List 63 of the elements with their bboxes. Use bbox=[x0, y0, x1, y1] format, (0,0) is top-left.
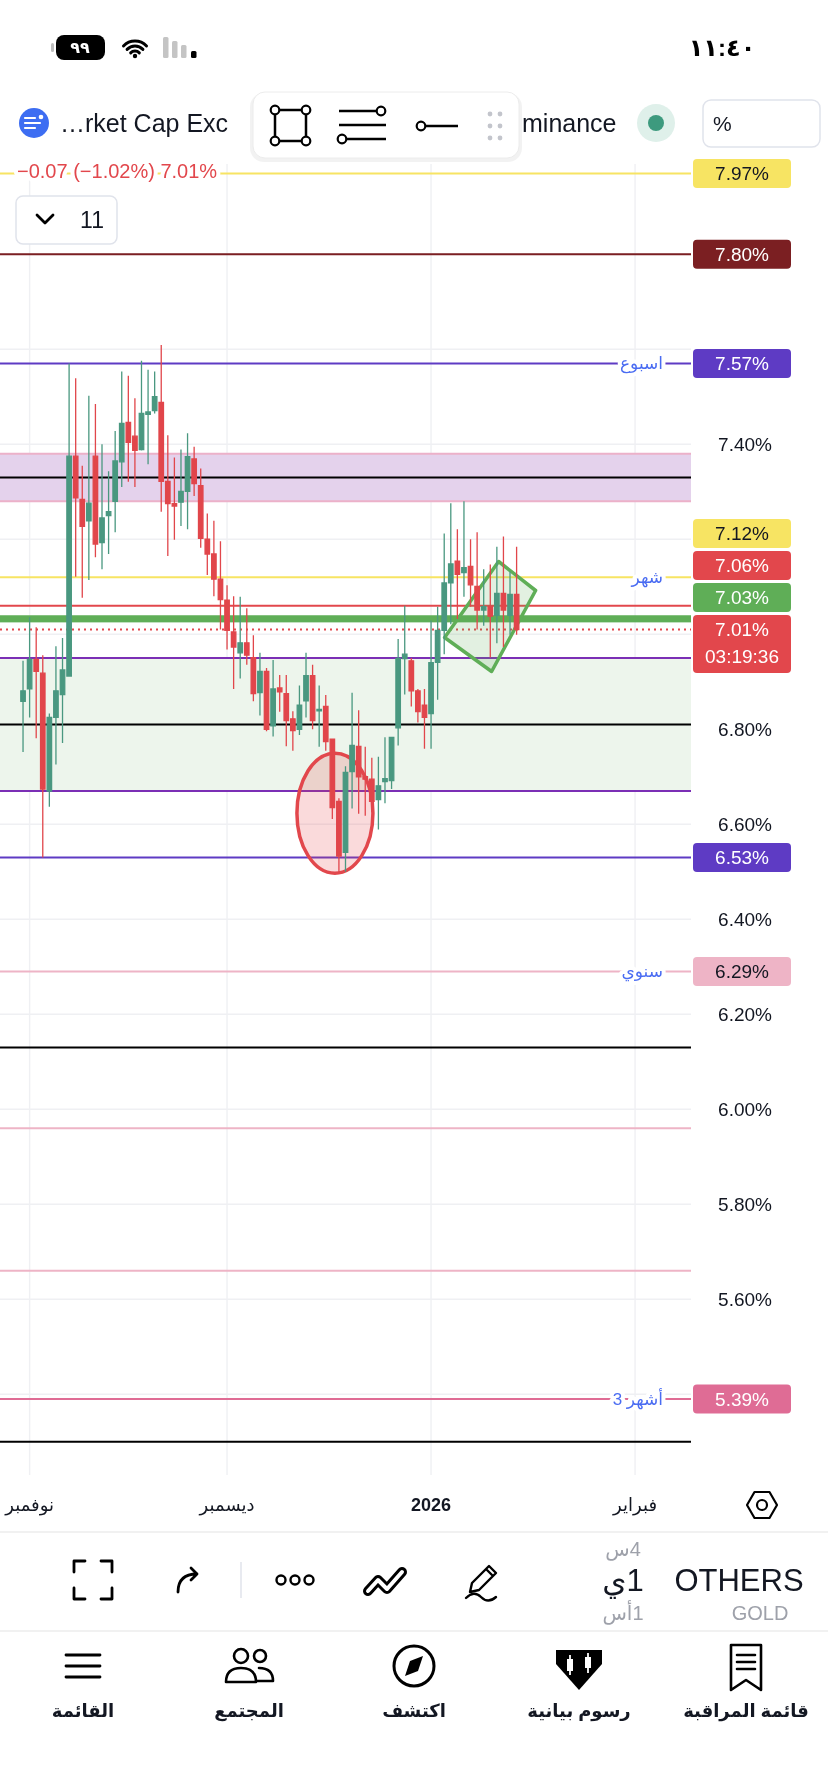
candlestick bbox=[72, 377, 79, 578]
candlestick bbox=[276, 674, 283, 713]
text: اكتشف bbox=[382, 1701, 446, 1721]
candlestick bbox=[151, 370, 158, 415]
ref-line-label: 6.29% bbox=[715, 961, 770, 982]
candlestick bbox=[316, 684, 323, 748]
candlestick bbox=[197, 467, 204, 549]
ref-line-label: 7.97% bbox=[715, 163, 770, 184]
candlestick bbox=[507, 570, 513, 636]
candlestick bbox=[250, 634, 257, 702]
ref-line-label: 6.53% bbox=[715, 847, 770, 868]
candlestick bbox=[79, 464, 86, 599]
candlestick bbox=[493, 546, 500, 644]
candlestick bbox=[349, 692, 355, 810]
text: minance bbox=[522, 109, 617, 137]
annotation: 11 bbox=[80, 207, 104, 233]
ref-line-label: 7.01% 03:19:36 bbox=[705, 619, 779, 667]
candlestick bbox=[461, 500, 467, 598]
x-tick-label: فبراير bbox=[612, 1495, 658, 1516]
y-tick-label: 6.20% bbox=[718, 1003, 773, 1025]
text: القائمة bbox=[51, 1701, 115, 1721]
candlestick bbox=[26, 616, 33, 719]
text: رسوم بيانية bbox=[527, 1701, 631, 1722]
y-tick-label: 7.40% bbox=[718, 433, 773, 455]
text: المجتمع bbox=[214, 1701, 284, 1722]
text: OTHERS bbox=[674, 1562, 804, 1598]
text: 1أس bbox=[602, 1600, 644, 1625]
text: قائمة المراقبة bbox=[683, 1701, 809, 1722]
candlestick bbox=[191, 445, 198, 497]
candlestick bbox=[303, 652, 309, 719]
x-tick-label: ديسمبر bbox=[198, 1495, 255, 1516]
candlestick bbox=[257, 652, 263, 717]
y-tick-label: 6.60% bbox=[718, 813, 773, 835]
ref-line-label: 5.39% bbox=[715, 1388, 770, 1410]
text: ٩٩ bbox=[70, 39, 90, 56]
ref-line-label: 7.57% bbox=[715, 353, 770, 374]
x-tick-label: 2026 bbox=[411, 1495, 452, 1515]
ref-line-label: 7.80% bbox=[715, 243, 770, 265]
annotation: سنوي bbox=[621, 962, 663, 982]
chart-title: …rket Cap Exc bbox=[60, 109, 229, 137]
text: 4س bbox=[605, 1538, 641, 1561]
band-label: 7.03% bbox=[715, 587, 770, 608]
y-tick-label: 6.80% bbox=[718, 718, 773, 740]
candlestick bbox=[105, 470, 112, 555]
candlestick bbox=[39, 654, 46, 859]
candlestick bbox=[270, 659, 276, 738]
y-tick-label: 6.40% bbox=[718, 908, 773, 930]
text: ١١:٤٠ bbox=[688, 33, 756, 61]
candlestick bbox=[237, 596, 244, 680]
candlestick bbox=[99, 443, 105, 570]
ref-line-label: 7.06% bbox=[715, 555, 770, 576]
candlestick bbox=[20, 660, 26, 753]
text: 1ي bbox=[602, 1562, 644, 1599]
text: GOLD bbox=[731, 1602, 789, 1624]
y-tick-label: 5.60% bbox=[718, 1288, 773, 1310]
y-tick-label: 5.80% bbox=[718, 1193, 773, 1215]
ref-line-label: 7.12% bbox=[715, 523, 770, 544]
x-tick-label: نوفمبر bbox=[4, 1495, 54, 1516]
candlestick bbox=[480, 568, 487, 627]
y-tick-label: 6.00% bbox=[718, 1098, 773, 1120]
candlestick bbox=[85, 395, 92, 581]
candlestick bbox=[375, 756, 382, 831]
text: % bbox=[713, 111, 732, 135]
